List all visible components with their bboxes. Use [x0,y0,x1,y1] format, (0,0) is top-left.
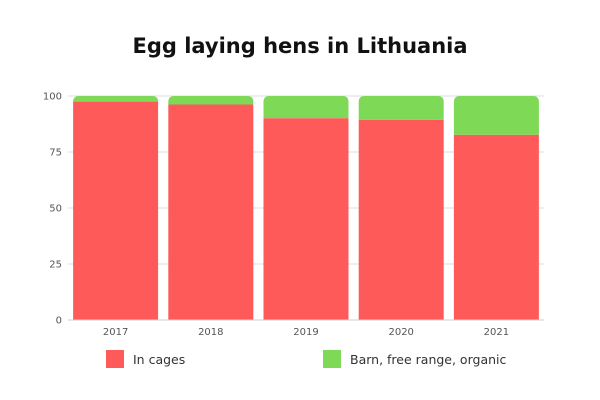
bar-2017-series-1 [73,96,159,102]
y-tick-label: 25 [49,260,62,271]
bar-2018-series-0 [168,104,254,321]
bar-2021-series-1 [453,96,539,135]
x-tick-label: 2017 [103,327,128,338]
y-tick-label: 75 [49,148,62,159]
legend-label-1: Barn, free range, organic [350,352,506,367]
bar-2021-series-0 [453,134,539,320]
bar-2020-series-1 [358,96,444,120]
x-tick-label: 2021 [484,327,509,338]
legend-label-0: In cages [133,352,185,367]
y-tick-label: 50 [49,204,62,215]
legend-swatch-1 [323,350,341,368]
x-tick-label: 2020 [388,327,413,338]
bar-2019-series-1 [263,96,349,119]
legend-swatch-0 [106,350,124,368]
bar-2020-series-0 [358,119,444,320]
bar-2019-series-0 [263,118,349,321]
bar-2017-series-0 [73,101,159,320]
x-tick-label: 2018 [198,327,223,338]
chart-title: Egg laying hens in Lithuania [132,34,468,58]
y-tick-label: 0 [56,316,62,327]
bar-2018-series-1 [168,96,254,105]
y-tick-label: 100 [43,92,62,103]
x-tick-label: 2019 [293,327,318,338]
